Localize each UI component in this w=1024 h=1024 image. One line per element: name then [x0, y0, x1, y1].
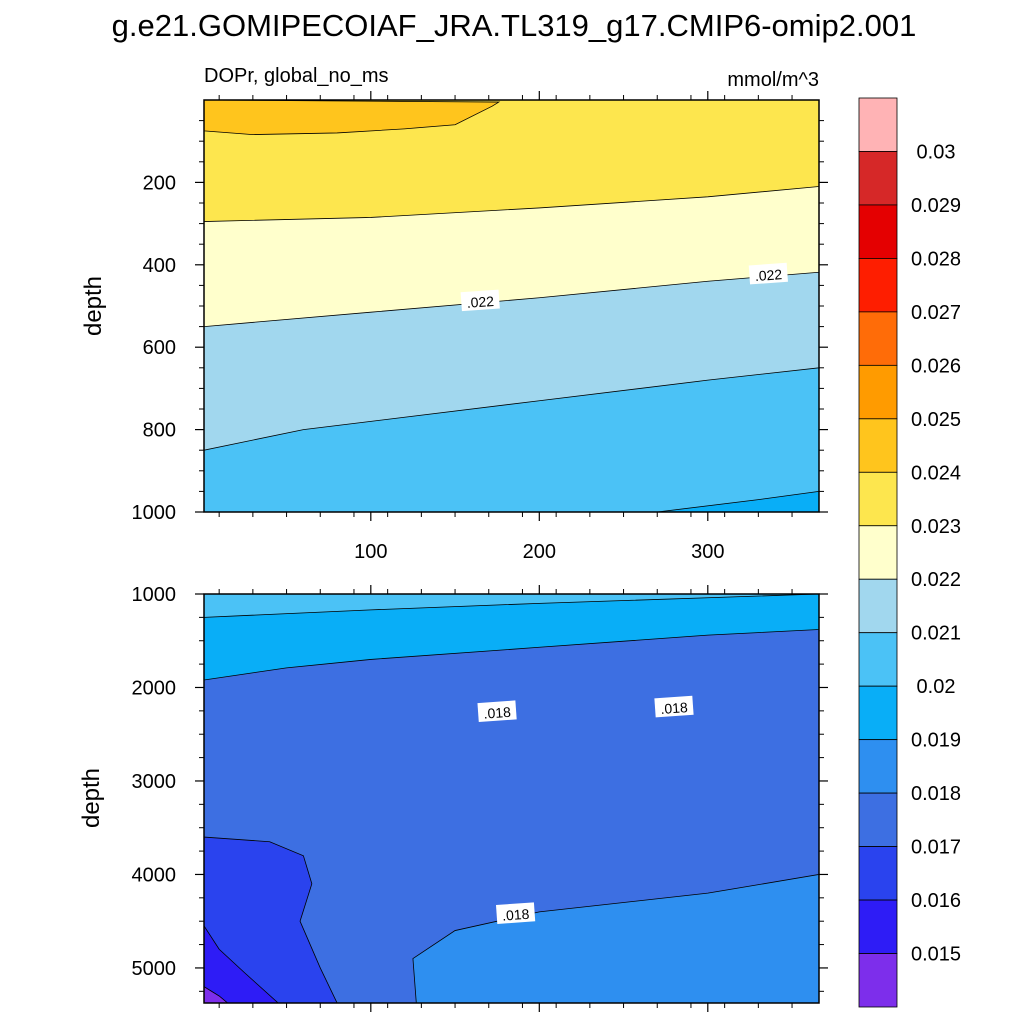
colorbar-label: 0.015 [911, 944, 961, 966]
colorbar-label: 0.017 [911, 837, 961, 859]
colorbar-swatch [858, 953, 898, 1008]
colorbar-swatch [858, 685, 898, 741]
colorbar-label: 0.027 [911, 302, 961, 324]
lower-plot-frame [203, 593, 820, 1004]
colorbar-label: 0.03 [917, 141, 956, 163]
colorbar-label: 0.028 [911, 248, 961, 270]
colorbar-swatch [858, 525, 898, 580]
x-tick-label: 100 [354, 541, 387, 563]
y-tick-label: 1000 [132, 584, 177, 606]
contour-label-box [654, 695, 694, 718]
lower-contour-labels: .018 .018 .018 [477, 695, 694, 924]
x-tick-label: 200 [523, 541, 556, 563]
colorbar-swatch [858, 258, 898, 313]
colorbar-label: 0.016 [911, 890, 961, 912]
colorbar-label: 0.026 [911, 355, 961, 377]
contour-label-box [460, 289, 500, 312]
lower-axes: 1000 2000 3000 4000 5000 [132, 584, 828, 1012]
colorbar-label: 0.019 [911, 730, 961, 752]
colorbar-swatch [858, 632, 898, 687]
y-tick-label: 200 [143, 172, 176, 194]
colorbar-swatch [858, 418, 898, 473]
y-tick-label: 4000 [132, 864, 177, 886]
colorbar: 0.03 0.029 0.028 0.027 0.026 0.025 0.024 0.023 0… [858, 97, 961, 1008]
upper-contour-labels: .022 .022 [460, 262, 788, 312]
x-tick-label: 300 [691, 541, 724, 563]
upper-axes: 100 200 300 200 400 600 800 1000 [132, 91, 828, 563]
colorbar-swatch [858, 364, 898, 420]
colorbar-label: 0.022 [911, 569, 961, 591]
contour-label: .018 [654, 695, 694, 718]
y-tick-label: 1000 [132, 502, 177, 524]
colorbar-swatch [858, 97, 898, 152]
colorbar-label: 0.02 [917, 676, 956, 698]
contour-label: .022 [460, 289, 500, 312]
upper-contour-fills [204, 100, 819, 512]
contour-label-text: .018 [483, 704, 512, 722]
contour-label-box [495, 902, 536, 924]
y-tick-label: 3000 [132, 771, 177, 793]
y-tick-label: 5000 [132, 958, 177, 980]
upper-y-axis-label: depth [80, 276, 107, 336]
contour-label-box [748, 262, 788, 285]
contour-fill-0.015-0.016 [204, 925, 279, 1003]
contour-label: .022 [748, 262, 788, 285]
contour-fill-0.019-0.020 [204, 594, 819, 681]
colorbar-swatch [858, 204, 898, 259]
contour-fill-<0.015 [204, 986, 229, 1003]
contour-label-text: .018 [660, 699, 689, 717]
contour-label-text: .022 [466, 293, 495, 311]
contour-fill-0.024-0.025 [204, 100, 501, 136]
contour-fill-0.020-0.021 [204, 594, 819, 618]
colorbar-swatch [858, 899, 898, 954]
lower-contour-fills [204, 594, 819, 1003]
colorbar-swatch [858, 846, 898, 901]
contour-label-box [477, 700, 517, 723]
colorbar-label: 0.018 [911, 783, 961, 805]
colorbar-label: 0.023 [911, 516, 961, 538]
contour-fill-0.016-0.017 [204, 836, 338, 1003]
contour-label-text: .018 [502, 906, 531, 924]
colorbar-swatch [858, 151, 898, 206]
contour-label: .018 [477, 700, 517, 723]
colorbar-swatch [858, 578, 898, 634]
panel-subtitle-left: DOPr, global_no_ms [204, 65, 389, 87]
lower-contour-panel: 1000 2000 3000 4000 5000 .018 .018 .018 depth [78, 584, 828, 1012]
colorbar-label: 0.029 [911, 195, 961, 217]
colorbar-swatch [858, 739, 898, 794]
upper-contour-panel: 100 200 300 200 400 600 800 1000 .022 .022 depth [80, 91, 828, 563]
y-tick-label: 800 [143, 420, 176, 442]
y-tick-label: 2000 [132, 677, 177, 699]
figure-title: g.e21.GOMIPECOIAF_JRA.TL319_g17.CMIP6-om… [112, 8, 917, 43]
panel-units: mmol/m^3 [727, 69, 819, 91]
y-tick-label: 600 [143, 337, 176, 359]
contour-label: .018 [495, 902, 536, 924]
colorbar-label: 0.024 [911, 462, 961, 484]
contour-label-text: .022 [754, 266, 783, 284]
lower-y-axis-label: depth [78, 768, 105, 828]
y-tick-label: 400 [143, 255, 176, 277]
colorbar-swatch [858, 471, 898, 527]
colorbar-swatch [858, 792, 898, 847]
colorbar-label: 0.025 [911, 409, 961, 431]
colorbar-swatch [858, 311, 898, 366]
colorbar-label: 0.021 [911, 623, 961, 645]
contour-fill-0.018-0.019 [412, 874, 819, 1003]
